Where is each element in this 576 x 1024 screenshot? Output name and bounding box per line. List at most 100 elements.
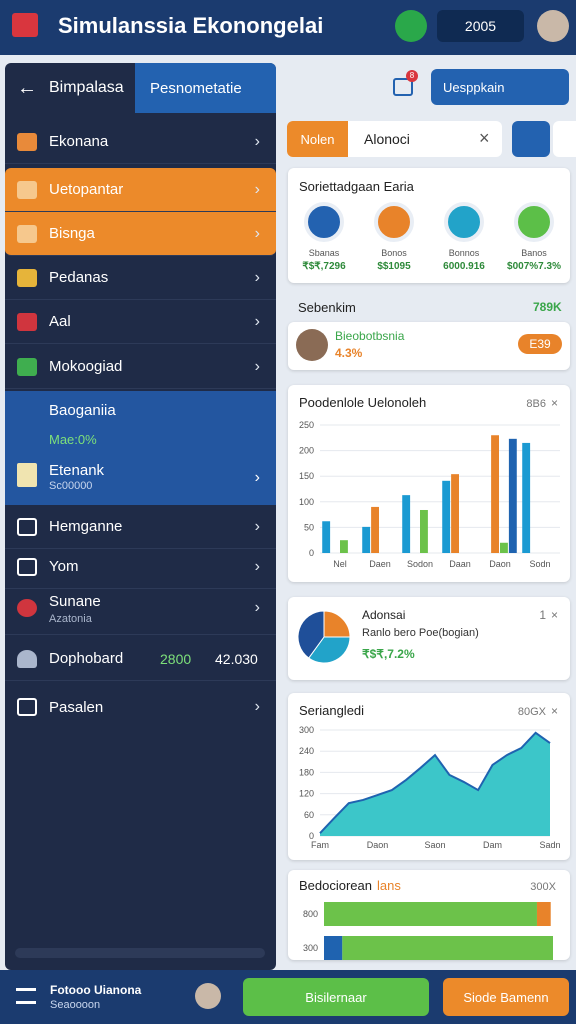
- person-name: Bieobotbsnia: [335, 329, 405, 343]
- header: Simulanssia Ekonongelai 2005: [0, 0, 576, 55]
- menu-item[interactable]: Ekonana ›: [5, 120, 276, 164]
- menu-label: Uetopantar: [49, 181, 124, 198]
- back-arrow[interactable]: ←: [17, 77, 37, 99]
- bar: [522, 442, 531, 553]
- y-tick-label: 240: [299, 746, 314, 756]
- person-button[interactable]: E39: [518, 334, 562, 354]
- pie-slice: [323, 610, 351, 638]
- menu-sub: Azatonia: [49, 613, 92, 625]
- stat-label: Banos: [521, 248, 547, 258]
- scrollbar[interactable]: [15, 948, 265, 958]
- menu-item[interactable]: Hemganne ›: [5, 505, 276, 549]
- bar: [340, 540, 348, 553]
- x-tick-label: Sodon: [407, 559, 433, 569]
- menu-label: Hemganne: [49, 518, 123, 535]
- chart-value: ₹$₹,7.2%: [362, 647, 415, 661]
- x-tick-label: Daen: [369, 559, 391, 569]
- close-icon: ×: [551, 608, 558, 622]
- y-tick-label: 300: [299, 725, 314, 735]
- bar: [362, 526, 371, 553]
- stat-icon: [304, 202, 344, 242]
- y-tick-label: 800: [303, 909, 318, 919]
- y-tick-label: 60: [304, 810, 314, 820]
- notify-badge: 8: [406, 70, 418, 82]
- section-title: Sebenkim: [298, 300, 356, 315]
- menu-item[interactable]: Mokoogiad ›: [5, 345, 276, 389]
- menu-label: Sunane: [49, 593, 101, 610]
- primary-button[interactable]: Uesppkain: [431, 69, 569, 105]
- bar: [491, 435, 499, 553]
- group-item[interactable]: Etenank: [49, 462, 105, 479]
- stat-label: Bonnos: [448, 248, 480, 258]
- tab[interactable]: Pesnometatie: [135, 63, 276, 113]
- menu-item[interactable]: Sunane Azatonia ›: [5, 585, 276, 635]
- person-change: 4.3%: [335, 346, 363, 360]
- menu-label: Yom: [49, 558, 79, 575]
- bar-chart: Poodenlole Uelonoleh 8B6 × 0 50 100 150 200 250 N…: [299, 395, 560, 569]
- search-tab[interactable]: Nolen: [287, 121, 348, 157]
- x-tick-label: Daon: [367, 840, 389, 850]
- y-tick-label: 0: [309, 831, 314, 841]
- menu-item[interactable]: Pasalen ›: [5, 685, 276, 729]
- area-chart: Seriangledi 80GX × 0 60 120 180 240 300 Fam Daon Sa…: [299, 703, 561, 850]
- bar-segment: [536, 902, 551, 926]
- menu-item[interactable]: Bisnga ›: [5, 212, 276, 256]
- menu-value: 2800: [160, 650, 192, 667]
- bar-segment: [324, 936, 343, 960]
- doc-icon: [17, 463, 37, 487]
- bar: [442, 480, 451, 553]
- icon-button[interactable]: [553, 121, 576, 157]
- footer-title: Fotooo Uianona: [50, 983, 142, 997]
- back-button[interactable]: Bimpalasa: [49, 79, 124, 96]
- menu-icon[interactable]: [16, 988, 36, 1004]
- menu-group: Baoganiia Mae:0% Etenank Sc00000 ›: [5, 391, 276, 505]
- x-tick-label: Fam: [311, 840, 329, 850]
- x-tick-label: Sodn: [529, 559, 550, 569]
- chart-title: Seriangledi: [299, 703, 364, 718]
- stat-label: Bonos: [381, 248, 407, 258]
- area-chart-card: Seriangledi 80GX × 0 60 120 180 240 300 Fam Daon Sa…: [288, 693, 570, 860]
- group-item-sub: Sc00000: [49, 480, 93, 492]
- stat-icon: [444, 202, 484, 242]
- menu-label: Ekonana: [49, 133, 109, 150]
- menu-label: Bisnga: [49, 225, 95, 242]
- icon-button[interactable]: [512, 121, 550, 157]
- chart-title-main: Bedociorean: [299, 878, 372, 893]
- y-tick-label: 120: [299, 789, 314, 799]
- chart-note: 8B6: [526, 398, 546, 410]
- badge[interactable]: 2005: [437, 10, 524, 42]
- chart-title: Adonsai: [362, 608, 405, 622]
- x-tick-label: Dam: [483, 840, 502, 850]
- stat-icon: [374, 202, 414, 242]
- status-icon[interactable]: [395, 10, 427, 42]
- menu-item[interactable]: Pedanas ›: [5, 256, 276, 300]
- chart-note: 80GX: [518, 706, 547, 718]
- bar: [322, 521, 331, 553]
- menu-value: 42.030: [215, 650, 258, 667]
- pie-chart: Adonsai Ranlo bero Poe(bogian) ₹$₹,7.2% 1 ×: [297, 608, 558, 664]
- menu-item[interactable]: Uetopantar ›: [5, 168, 276, 212]
- avatar: [195, 983, 221, 1009]
- menu-item[interactable]: Yom ›: [5, 545, 276, 589]
- avatar[interactable]: [537, 10, 569, 42]
- menu-item[interactable]: Dophobard 2800 42.030: [5, 637, 276, 681]
- menu-label: Dophobard: [49, 650, 124, 667]
- y-tick-label: 0: [309, 548, 314, 558]
- hbar-chart: Bedociorean lans 300X 800 300: [299, 878, 557, 960]
- footer-button[interactable]: Bisilernaar: [243, 978, 429, 1016]
- footer-button[interactable]: Siode Bamenn: [443, 978, 569, 1016]
- clear-icon[interactable]: ×: [479, 128, 490, 148]
- search-query[interactable]: Alonoci: [364, 131, 410, 147]
- x-tick-label: Daan: [449, 559, 471, 569]
- menu-label: Pedanas: [49, 269, 109, 286]
- menu-item[interactable]: Aal ›: [5, 300, 276, 344]
- x-tick-label: Saon: [424, 840, 445, 850]
- menu-label: Pasalen: [49, 698, 104, 716]
- notify-icon[interactable]: [393, 78, 413, 96]
- chart-title: Bedociorean lans: [299, 878, 401, 893]
- y-tick-label: 200: [299, 446, 314, 456]
- search-bar[interactable]: Nolen Alonoci ×: [287, 121, 502, 157]
- bar: [402, 495, 411, 553]
- stat-icon: [514, 202, 554, 242]
